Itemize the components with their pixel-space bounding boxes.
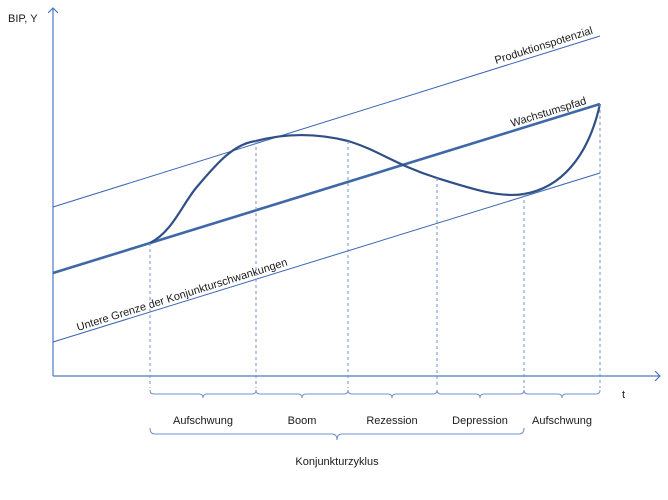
lower-line	[52, 172, 601, 343]
potential-line	[52, 35, 601, 208]
potential-label: Produktionspotenzial	[493, 25, 594, 67]
phase-brace-1	[149, 389, 257, 399]
phase-label-4: Depression	[452, 415, 508, 427]
phase-label-1: Aufschwung	[173, 415, 233, 427]
lower-label: Untere Grenze der Konjunkturschwankungen	[75, 257, 289, 334]
cycle-brace	[149, 427, 525, 441]
trend-line	[52, 102, 601, 275]
phase-label-5: Aufschwung	[532, 415, 592, 427]
y-axis-label: BIP, Y	[8, 13, 38, 25]
cycle-label: Konjunkturzyklus	[295, 456, 379, 468]
phase-brace-3	[347, 389, 438, 399]
phase-brace-5	[523, 389, 601, 399]
cycle-curve	[149, 103, 602, 244]
phase-label-2: Boom	[288, 415, 317, 427]
phase-brace-2	[255, 389, 349, 399]
x-axis-label: t	[622, 389, 625, 401]
phase-label-3: Rezession	[366, 415, 417, 427]
phase-brace-4	[436, 389, 525, 399]
